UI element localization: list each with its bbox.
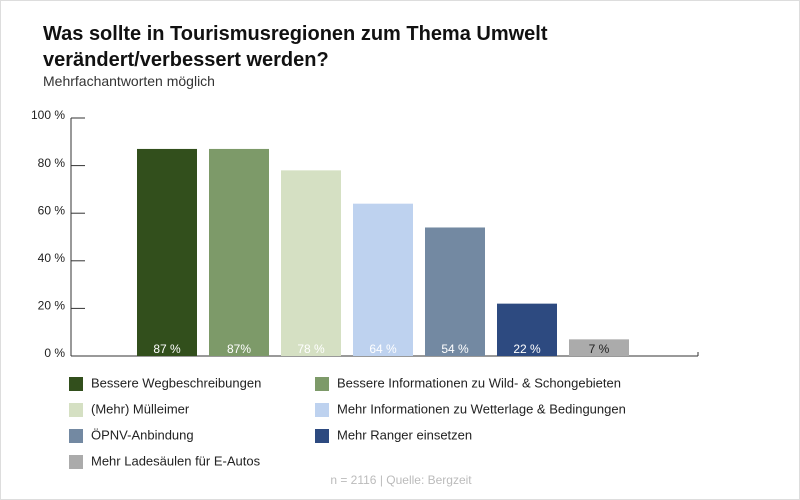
bar — [209, 148, 269, 356]
y-tick-label: 20 % — [38, 299, 66, 313]
chart-title: Was sollte in Tourismusregionen zum Them… — [43, 23, 548, 71]
legend-label: (Mehr) Mülleimer — [91, 401, 190, 416]
value-label: 87 % — [153, 342, 181, 356]
value-label: 87% — [227, 342, 251, 356]
legend-label: Mehr Ladesäulen für E-Autos — [91, 453, 261, 468]
y-tick-label: 100 % — [31, 108, 65, 122]
legend-swatch — [69, 403, 83, 417]
value-label: 54 % — [441, 342, 469, 356]
legend-label: Mehr Ranger einsetzen — [337, 427, 472, 442]
bar — [281, 170, 341, 356]
legend-swatch — [69, 429, 83, 443]
source: n = 2116 | Quelle: Bergzeit — [330, 473, 472, 487]
legend-swatch — [315, 377, 329, 391]
value-label: 78 % — [297, 342, 325, 356]
bar — [137, 148, 197, 356]
value-label: 7 % — [589, 342, 610, 356]
value-label: 64 % — [369, 342, 397, 356]
legend-swatch — [69, 455, 83, 469]
legend-swatch — [315, 403, 329, 417]
bar — [569, 339, 629, 356]
y-tick-label: 40 % — [38, 251, 66, 265]
chart-subtitle: Mehrfachantworten möglich — [43, 73, 215, 89]
legend-swatch — [315, 429, 329, 443]
bar — [353, 203, 413, 356]
bar — [425, 227, 485, 356]
legend-label: Bessere Wegbeschreibungen — [91, 375, 261, 390]
value-label: 22 % — [513, 342, 541, 356]
y-tick-label: 80 % — [38, 156, 66, 170]
y-tick-label: 0 % — [44, 346, 65, 360]
legend-label: ÖPNV-Anbindung — [91, 427, 194, 442]
bar — [497, 303, 557, 356]
legend-swatch — [69, 377, 83, 391]
legend-label: Bessere Informationen zu Wild- & Schonge… — [337, 375, 621, 390]
legend-label: Mehr Informationen zu Wetterlage & Bedin… — [337, 401, 626, 416]
y-tick-label: 60 % — [38, 203, 66, 217]
